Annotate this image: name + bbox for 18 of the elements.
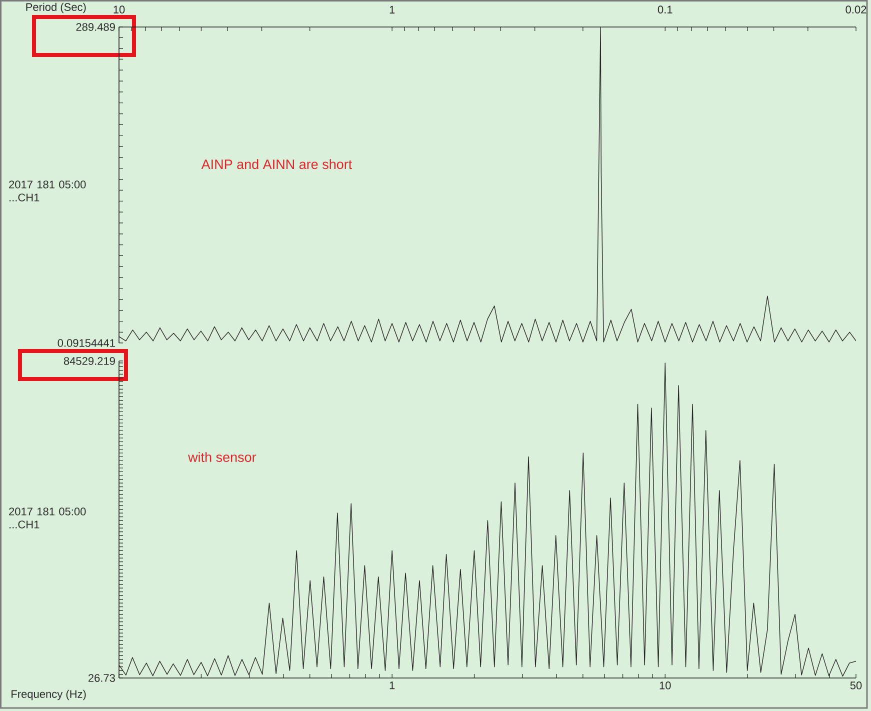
y-tick-label: 84529.219 (64, 357, 115, 365)
annotation: with sensor (188, 452, 256, 462)
annotation: AINP and AINN are short (201, 159, 352, 170)
x-axis-title: Frequency (Hz) (12, 690, 86, 700)
x-tick-label: 1 (390, 682, 395, 690)
x-tick-label: 0.02 (846, 6, 866, 14)
y-axis-title: 2017 181 05:00 ...CH1 (9, 508, 86, 528)
x-tick-label: 50 (850, 682, 862, 690)
y-tick-label: 289.489 (76, 23, 115, 31)
x-axis-title: Period (Sec) (26, 2, 86, 14)
x-tick-label: 10 (660, 682, 671, 690)
y-tick-label: 0.09154441 (58, 339, 115, 347)
x-tick-label: 10 (114, 6, 125, 14)
y-tick-label: 26.73 (88, 674, 115, 682)
y-axis-title: 2017 181 05:00 ...CH1 (9, 180, 86, 202)
x-tick-label: 0.1 (658, 6, 672, 14)
x-tick-label: 1 (390, 6, 395, 14)
line-series (119, 362, 856, 677)
